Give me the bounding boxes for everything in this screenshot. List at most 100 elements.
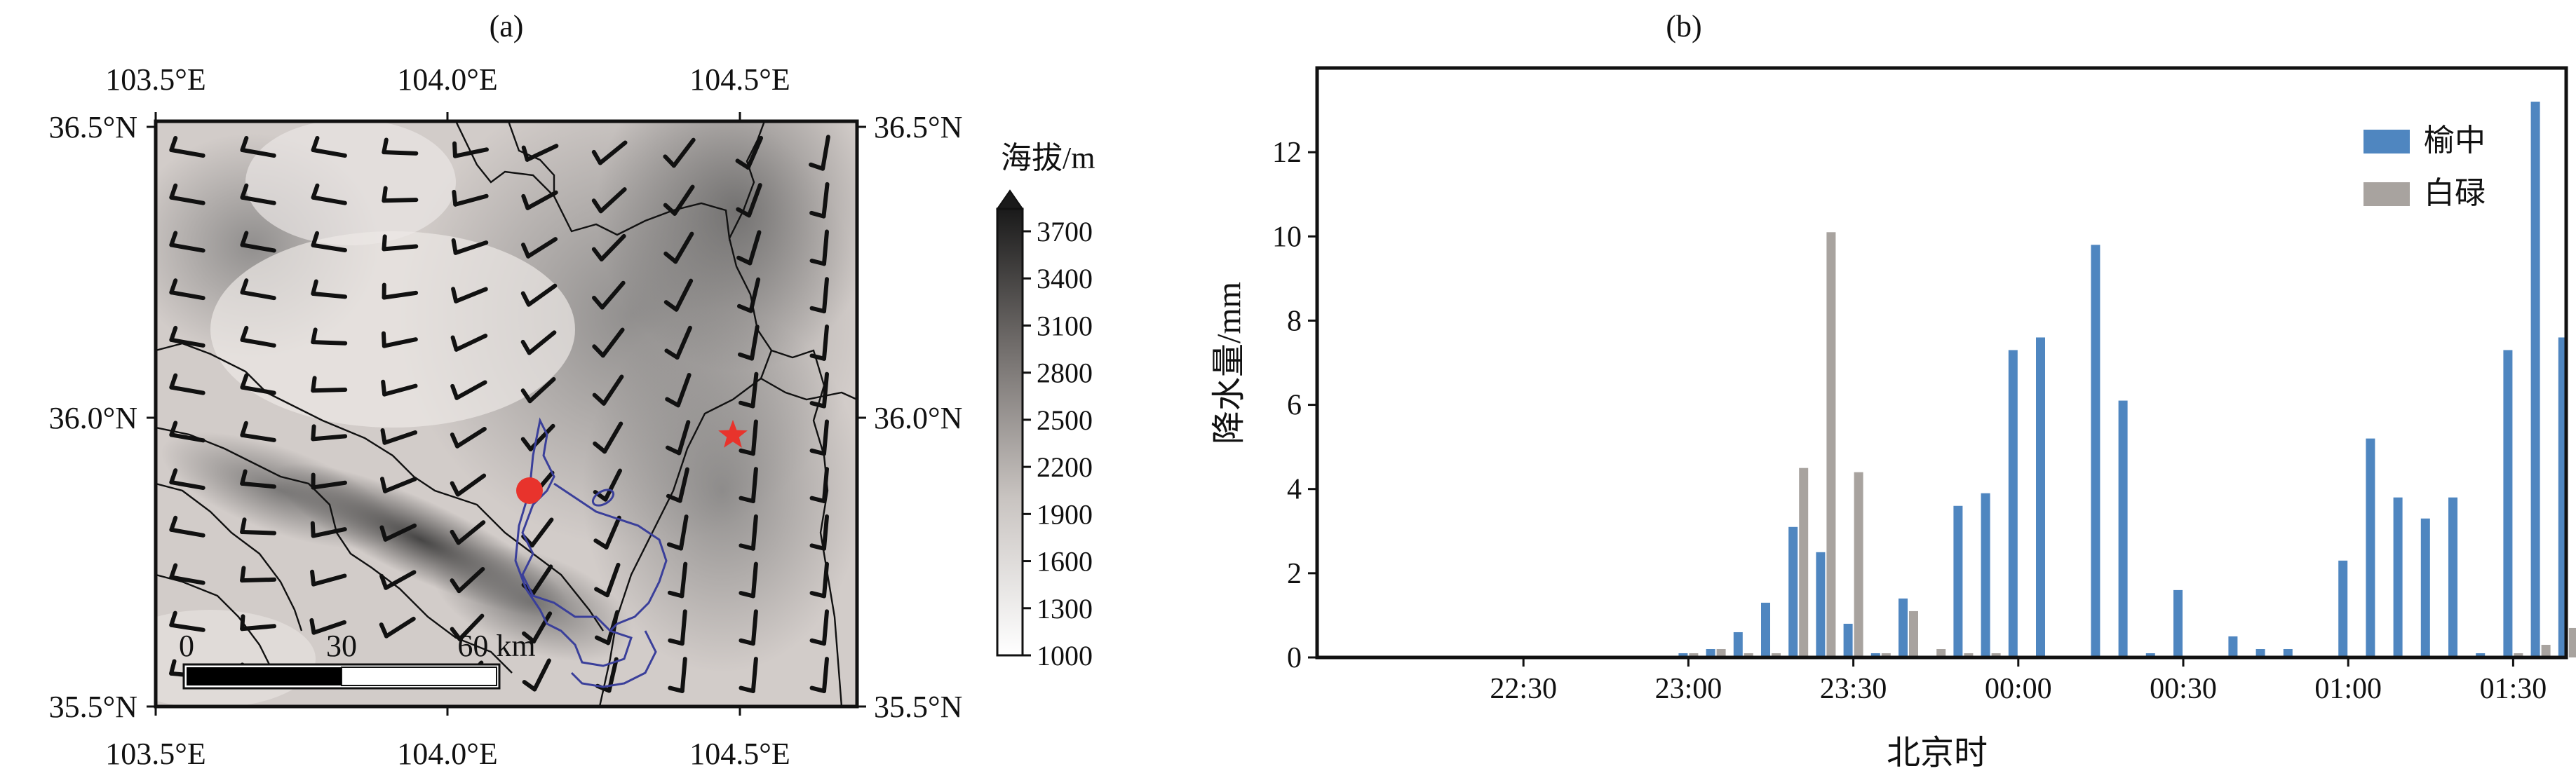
- wind-barb-feather: [169, 373, 178, 390]
- colorbar-tick-label: 2500: [1037, 404, 1093, 436]
- wind-barb-feather: [450, 432, 460, 449]
- wind-barb-feather: [736, 303, 753, 313]
- lat-label-right-2: 36.0°N: [874, 401, 962, 435]
- wind-barb-feather: [450, 383, 459, 400]
- wind-barb-shaft: [457, 566, 485, 594]
- scale-bar: 0 30 60 km: [179, 629, 536, 690]
- map-frame: [154, 119, 859, 709]
- wind-barb-feather: [169, 421, 178, 437]
- x-axis-title: 北京时: [1887, 735, 1988, 772]
- wind-barb-shaft: [382, 290, 419, 300]
- wind-barb-shaft: [169, 148, 205, 158]
- wind-barb-shaft: [240, 481, 277, 489]
- wind-barb-feather: [739, 400, 755, 409]
- y-tick-label: 2: [1287, 558, 1302, 590]
- x-tick-label: 00:30: [2150, 673, 2217, 705]
- wind-barb-shaft: [750, 419, 758, 456]
- wind-barb-shaft: [311, 243, 347, 253]
- bar-bailu: [1744, 653, 1753, 657]
- wind-barb-shaft: [750, 325, 760, 361]
- panel-a-label: (a): [490, 9, 524, 43]
- wind-barb-shaft: [530, 564, 553, 596]
- y-tick-label: 8: [1287, 305, 1302, 337]
- terrain-shading: [156, 121, 857, 707]
- wind-barb-shaft: [603, 468, 623, 502]
- wind-barb-feather: [520, 339, 532, 355]
- wind-barb-feather: [450, 481, 460, 497]
- wind-barb-shaft: [525, 144, 559, 162]
- wind-barb-shaft: [169, 432, 205, 443]
- bar-yuzhong: [1870, 653, 1880, 657]
- wind-barb-feather: [665, 397, 680, 408]
- wind-barb-feather: [809, 353, 826, 361]
- colorbar-tick-label: 1600: [1037, 546, 1093, 578]
- bar-bailu: [1799, 468, 1809, 657]
- y-tick-label: 12: [1272, 137, 1302, 169]
- wind-barb-shaft: [671, 137, 696, 168]
- wind-barb-shaft: [169, 480, 205, 491]
- wind-barb-feather: [594, 587, 609, 598]
- wind-barb-feather: [737, 352, 755, 361]
- wind-barb-shaft: [527, 330, 557, 355]
- wind-barb-feather: [666, 542, 683, 551]
- colorbar-tick-label: 2200: [1037, 451, 1093, 483]
- wind-barb-feather: [311, 327, 318, 345]
- wind-barb-feather: [593, 441, 607, 454]
- wind-barb-shaft: [169, 195, 205, 205]
- wind-barb-feather: [522, 631, 537, 644]
- wind-barb-shaft: [680, 657, 687, 693]
- wind-barb-shaft: [821, 657, 830, 693]
- wind-barb-feather: [592, 393, 606, 406]
- y-axis: 0 2 4 6 8 10 12: [1272, 137, 1317, 674]
- bar-yuzhong: [2530, 102, 2540, 658]
- wind-barb-feather: [736, 255, 753, 266]
- wind-barb-shaft: [382, 430, 418, 445]
- wind-barb-shaft: [821, 419, 830, 456]
- legend-swatch: [2363, 182, 2410, 206]
- wind-barb-shaft: [382, 383, 418, 397]
- wind-barb-shaft: [454, 380, 487, 400]
- bar-yuzhong: [2255, 648, 2265, 657]
- wind-barb-shaft: [311, 573, 347, 587]
- wind-barb-shaft: [598, 140, 628, 165]
- wind-barb-shaft: [240, 148, 276, 158]
- wind-barb-shaft: [526, 237, 558, 259]
- bar-yuzhong: [2503, 350, 2513, 657]
- bar-yuzhong: [2008, 350, 2018, 657]
- wind-barb-feather: [520, 243, 531, 259]
- wind-barb-shaft: [169, 575, 205, 585]
- wind-barb-shaft: [532, 611, 553, 644]
- wind-barb-feather: [663, 300, 679, 312]
- wind-barb-feather: [809, 638, 826, 646]
- x-axis: 22:3023:0023:3000:0000:3001:0001:3002:00…: [1490, 657, 2547, 705]
- bar-yuzhong: [2366, 438, 2375, 657]
- bar-bailu: [1964, 653, 1974, 657]
- wind-barb-feather: [664, 348, 680, 360]
- wind-barb-feather: [663, 203, 677, 216]
- lon-label-top-3: 104.5°E: [689, 62, 790, 97]
- wind-barb-shaft: [821, 135, 830, 171]
- bar-yuzhong: [1816, 552, 1826, 657]
- wind-barb-shaft: [169, 243, 205, 253]
- bar-bailu: [2514, 653, 2523, 657]
- wind-barb-shaft: [598, 187, 627, 214]
- wind-barb-shaft: [383, 523, 417, 542]
- wind-barb-feather: [668, 638, 685, 646]
- wind-barb-shaft: [747, 183, 762, 218]
- wind-barb-shaft: [750, 371, 759, 409]
- wind-barbs: [169, 135, 830, 693]
- wind-barb-feather: [663, 251, 678, 264]
- wind-barb-feather: [240, 373, 249, 390]
- wind-barb-feather: [379, 573, 389, 590]
- lat-label-right-1: 36.5°N: [874, 110, 962, 144]
- bar-yuzhong: [2036, 337, 2045, 657]
- wind-barb-shaft: [311, 434, 348, 442]
- wind-barb-shaft: [311, 148, 347, 158]
- wind-barb-feather: [451, 238, 458, 255]
- wind-barb-shaft: [382, 337, 418, 348]
- wind-barb-feather: [452, 189, 458, 207]
- bar-bailu: [1826, 232, 1836, 657]
- wind-barb-feather: [593, 538, 609, 550]
- wind-barb-shaft: [677, 467, 689, 503]
- wind-barb-shaft: [600, 280, 626, 310]
